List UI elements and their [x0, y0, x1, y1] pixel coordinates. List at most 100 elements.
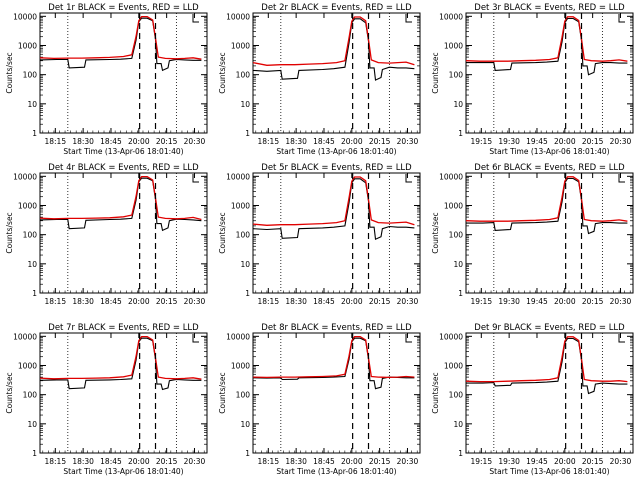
- chart-panel-2: Det 2r BLACK = Events, RED = LLD 1 10 100 10…: [218, 3, 421, 156]
- lld-series-line: [39, 335, 202, 380]
- events-series-line: [252, 18, 415, 81]
- y-tick-label: 1000: [18, 41, 37, 50]
- x-tick-label: 20:00: [554, 137, 576, 146]
- y-tick-label: 1: [458, 129, 463, 138]
- x-tick-label: 18:15: [257, 457, 279, 466]
- y-tick-label: 1: [32, 449, 37, 458]
- y-tick-label: 100: [449, 231, 464, 240]
- y-axis-label: Counts/sec: [218, 52, 227, 93]
- y-tick-label: 100: [23, 71, 38, 80]
- x-tick-label: 18:30: [72, 457, 94, 466]
- y-tick-label: 1000: [231, 201, 250, 210]
- x-tick-label: 19:45: [526, 297, 548, 306]
- x-tick-label: 18:30: [285, 297, 307, 306]
- x-tick-label: 20:15: [156, 457, 178, 466]
- x-tick-label: 20:15: [582, 297, 604, 306]
- y-tick-label: 10000: [439, 332, 463, 341]
- y-tick-label: 100: [236, 231, 251, 240]
- lld-series-line: [252, 176, 415, 226]
- x-tick-label: 19:45: [526, 457, 548, 466]
- x-axis-label: Start Time (13-Apr-06 18:01:40): [489, 147, 609, 156]
- corner-marker: [405, 174, 412, 183]
- x-axis-label: Start Time (13-Apr-06 18:01:40): [276, 467, 396, 476]
- x-axis-label: Start Time (13-Apr-06 18:01:40): [63, 467, 183, 476]
- chart-panel-7: Det 7r BLACK = Events, RED = LLD 1 10 100 10…: [5, 323, 208, 476]
- y-axis-label: Counts/sec: [431, 52, 440, 93]
- y-tick-label: 100: [449, 391, 464, 400]
- chart-title: Det 8r BLACK = Events, RED = LLD: [261, 323, 412, 333]
- y-tick-label: 10000: [226, 332, 250, 341]
- events-series-line: [466, 177, 628, 235]
- y-tick-label: 100: [236, 391, 251, 400]
- y-tick-label: 10: [240, 100, 250, 109]
- x-tick-label: 18:30: [285, 457, 307, 466]
- corner-marker: [405, 14, 412, 23]
- chart-title: Det 2r BLACK = Events, RED = LLD: [261, 3, 412, 13]
- y-tick-label: 1000: [231, 41, 250, 50]
- x-tick-label: 18:15: [44, 137, 66, 146]
- chart-title: Det 9r BLACK = Events, RED = LLD: [474, 323, 625, 333]
- y-tick-label: 10: [27, 260, 37, 269]
- y-tick-label: 1: [245, 449, 250, 458]
- events-series-line: [39, 17, 202, 72]
- y-axis-label: Counts/sec: [5, 372, 14, 413]
- y-tick-label: 10: [453, 420, 463, 429]
- x-tick-label: 20:00: [128, 457, 150, 466]
- chart-panel-8: Det 8r BLACK = Events, RED = LLD 1 10 100 10…: [218, 323, 421, 476]
- x-tick-label: 18:15: [44, 297, 66, 306]
- y-axis-label: Counts/sec: [5, 212, 14, 253]
- y-tick-label: 10000: [13, 12, 37, 21]
- x-tick-label: 20:15: [369, 457, 391, 466]
- x-tick-label: 20:00: [128, 297, 150, 306]
- x-tick-label: 19:30: [498, 457, 520, 466]
- y-tick-label: 10000: [13, 172, 37, 181]
- events-series-line: [39, 337, 202, 391]
- y-tick-label: 100: [449, 71, 464, 80]
- y-tick-label: 10: [453, 100, 463, 109]
- y-tick-label: 10000: [439, 12, 463, 21]
- y-tick-label: 1000: [444, 201, 463, 210]
- plot-frame: [252, 172, 421, 294]
- y-axis-label: Counts/sec: [218, 212, 227, 253]
- chart-panel-1: Det 1r BLACK = Events, RED = LLD 1 10 100 10…: [5, 3, 208, 156]
- x-tick-label: 18:45: [100, 297, 122, 306]
- x-tick-label: 18:45: [313, 137, 335, 146]
- lld-series-line: [39, 175, 202, 221]
- x-tick-label: 20:30: [610, 137, 632, 146]
- plot-frame: [39, 12, 208, 134]
- plot-frame: [252, 332, 421, 454]
- chart-title: Det 5r BLACK = Events, RED = LLD: [261, 163, 412, 173]
- x-tick-label: 20:15: [582, 457, 604, 466]
- y-axis-label: Counts/sec: [218, 372, 227, 413]
- corner-marker: [192, 334, 199, 343]
- x-tick-label: 20:15: [156, 137, 178, 146]
- corner-marker: [618, 334, 625, 343]
- y-tick-label: 10: [27, 420, 37, 429]
- x-tick-label: 19:15: [470, 297, 492, 306]
- events-series-line: [39, 177, 202, 232]
- x-tick-label: 18:45: [313, 457, 335, 466]
- y-tick-label: 10000: [13, 332, 37, 341]
- y-axis-label: Counts/sec: [431, 212, 440, 253]
- x-tick-label: 20:00: [341, 137, 363, 146]
- y-tick-label: 100: [23, 231, 38, 240]
- x-tick-label: 20:30: [610, 297, 632, 306]
- x-tick-label: 19:30: [498, 137, 520, 146]
- x-tick-label: 20:30: [397, 297, 419, 306]
- y-axis-label: Counts/sec: [5, 52, 14, 93]
- x-tick-label: 18:15: [257, 137, 279, 146]
- x-tick-label: 20:30: [184, 297, 206, 306]
- y-tick-label: 10: [240, 260, 250, 269]
- chart-panel-9: Det 9r BLACK = Events, RED = LLD 1 10 100 10…: [431, 323, 634, 476]
- y-tick-label: 1000: [18, 361, 37, 370]
- x-tick-label: 20:30: [610, 457, 632, 466]
- y-tick-label: 1: [245, 129, 250, 138]
- corner-marker: [618, 174, 625, 183]
- x-tick-label: 20:30: [184, 137, 206, 146]
- y-tick-label: 1000: [444, 41, 463, 50]
- x-tick-label: 18:15: [44, 457, 66, 466]
- y-tick-label: 1: [458, 449, 463, 458]
- events-series-line: [252, 337, 415, 390]
- x-tick-label: 20:30: [397, 457, 419, 466]
